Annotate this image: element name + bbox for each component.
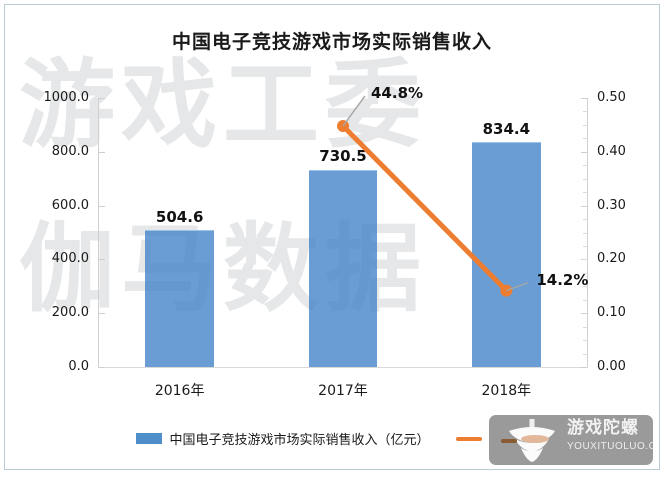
left-axis-tick	[99, 151, 105, 153]
right-axis-minor-tick	[583, 299, 587, 301]
left-axis-tick-label: 1000.0	[43, 90, 90, 105]
left-axis-tick	[99, 205, 105, 207]
plot-area: 1000.0 800.0 600.0 400.0 200.0 0.0 0.50 0.40 0.…	[44, 84, 626, 399]
right-axis-minor-tick	[583, 286, 587, 288]
right-axis-tick	[581, 98, 587, 99]
left-axis-tick	[99, 367, 105, 368]
left-axis-tick	[99, 98, 105, 99]
left-axis-tick-label: 0.0	[68, 359, 89, 374]
callout-leader-line	[506, 281, 529, 292]
category-label: 2018年	[481, 383, 532, 399]
right-axis-tick-label: 0.00	[597, 359, 626, 374]
right-axis-minor-tick	[583, 165, 587, 167]
bar[interactable]	[145, 230, 214, 367]
logo-domain-text: YOUXITUOLUO.COM	[567, 441, 653, 452]
right-axis-tick-label: 0.10	[597, 305, 626, 321]
bar-value-label: 730.5	[319, 147, 367, 166]
growth-line-series	[337, 95, 529, 297]
legend-line-swatch-icon	[455, 436, 482, 441]
right-axis-line	[587, 98, 588, 368]
legend-bar-swatch-icon	[136, 433, 163, 444]
right-axis-minor-tick	[583, 245, 587, 247]
bar[interactable]	[472, 141, 541, 367]
growth-rate-label: 14.2%	[536, 270, 589, 289]
chart-title: 中国电子竞技游戏市场实际销售收入	[171, 31, 492, 53]
right-axis-tick	[581, 367, 587, 368]
legend-item-revenue[interactable]: 中国电子竞技游戏市场实际销售收入（亿元）	[136, 429, 430, 448]
right-axis-minor-tick	[583, 232, 587, 234]
chart-frame: 游戏工委 伽马数据 中国电子竞技游戏市场实际销售收入 1000.0 800.0 60…	[4, 4, 660, 470]
callout-leader-line	[342, 95, 366, 127]
growth-rate-label: 44.8%	[371, 83, 424, 102]
left-axis-line	[98, 98, 99, 368]
right-axis-minor-tick	[583, 178, 587, 180]
right-axis-minor-tick	[583, 138, 587, 140]
category-axis-line	[98, 367, 588, 368]
category-label: 2016年	[154, 383, 205, 399]
right-axis-tick-label: 0.50	[597, 90, 626, 105]
left-axis-tick-label: 600.0	[51, 197, 89, 213]
right-axis-minor-tick	[583, 272, 587, 274]
right-axis-tick	[581, 151, 587, 153]
right-axis-tick-label: 0.40	[597, 143, 626, 159]
right-axis-minor-tick	[583, 192, 587, 194]
site-logo[interactable]: 游戏陀螺 YOUXITUOLUO.COM	[489, 415, 653, 465]
spinning-top-icon	[501, 419, 555, 462]
right-axis-tick	[581, 205, 587, 207]
right-axis-minor-tick	[583, 353, 587, 355]
left-axis-tick	[99, 259, 105, 261]
logo-brand-text: 游戏陀螺	[567, 418, 639, 438]
right-axis-minor-tick	[583, 340, 587, 342]
legend-label-revenue: 中国电子竞技游戏市场实际销售收入（亿元）	[169, 433, 430, 448]
right-axis-tick-label: 0.20	[597, 251, 626, 267]
growth-line	[340, 123, 509, 294]
right-axis-minor-tick	[583, 124, 587, 126]
right-axis-tick	[581, 313, 587, 315]
left-axis-tick	[99, 313, 105, 315]
left-axis-tick-label: 400.0	[51, 251, 89, 267]
right-axis-minor-tick	[583, 259, 587, 261]
right-axis-minor-tick	[583, 111, 587, 113]
bar-value-label: 504.6	[155, 208, 204, 227]
bar-value-label: 834.4	[482, 119, 531, 138]
right-axis-tick-label: 0.30	[597, 197, 626, 213]
category-label: 2017年	[318, 383, 368, 399]
right-axis-minor-tick	[583, 219, 587, 221]
left-axis-tick-label: 800.0	[51, 143, 89, 159]
right-axis-minor-tick	[583, 326, 587, 328]
bar[interactable]	[308, 169, 378, 367]
left-axis-tick-label: 200.0	[51, 305, 89, 321]
